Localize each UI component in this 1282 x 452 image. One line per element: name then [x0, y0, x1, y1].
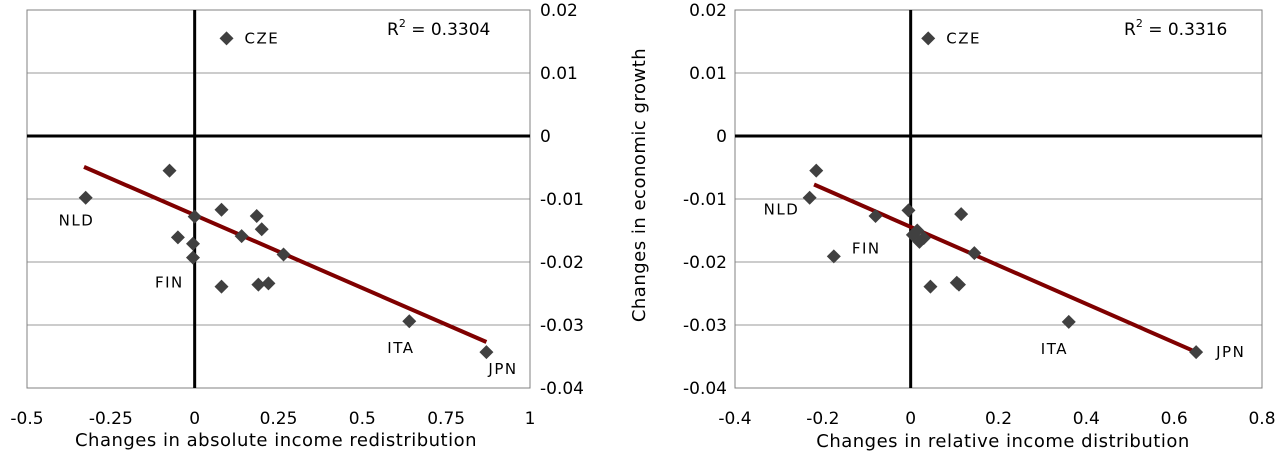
x-tick-label: 0.75: [427, 409, 465, 429]
data-point: [954, 207, 969, 222]
data-point: [921, 31, 936, 46]
data-point: [910, 223, 925, 238]
y-tick-label: -0.02: [683, 253, 727, 273]
chart-panel-1: -0.5 -0.25 0 0.25 0.5 0.75 1-0.04 -0.03 -0.02 -0.…: [10, 1, 650, 451]
point-label: NLD: [59, 212, 95, 230]
data-point: [402, 314, 417, 329]
y-axis-title: Changes in economic growth: [629, 48, 650, 322]
data-point: [214, 279, 229, 294]
x-tick-label: 0.5: [349, 409, 376, 429]
data-point: [234, 229, 249, 244]
data-point: [162, 163, 177, 178]
data-point: [276, 247, 291, 262]
x-tick-label: -0.4: [718, 409, 751, 429]
x-tick-label: 0: [189, 409, 200, 429]
x-tick-label: -0.25: [89, 409, 133, 429]
chart-panel-2: -0.4 -0.2 0 0.2 0.4 0.6 0.8 -0.04 -0.03 -0.02 -0.0…: [683, 1, 1276, 452]
x-tick-label: 0.2: [985, 409, 1012, 429]
x-tick-label: -0.2: [806, 409, 839, 429]
y-tick-label: -0.03: [683, 316, 727, 336]
data-point: [170, 230, 185, 245]
data-point: [1061, 314, 1076, 329]
data-point: [802, 190, 817, 205]
y-tick-label: -0.01: [683, 190, 727, 210]
y-tick-label: 0.01: [689, 64, 727, 84]
point-label: ITA: [1041, 340, 1068, 358]
data-point: [78, 190, 93, 205]
x-tick-label: -0.5: [10, 409, 43, 429]
point-label: NLD: [764, 201, 800, 219]
data-point: [187, 209, 202, 224]
y-tick-label: 0: [540, 127, 551, 147]
x-axis-title: Changes in absolute income redistributio…: [75, 430, 477, 451]
point-label: FIN: [155, 274, 184, 292]
point-label: JPN: [487, 360, 517, 378]
x-tick-label: 0.4: [1073, 409, 1100, 429]
x-tick-label: 0: [905, 409, 916, 429]
point-label: FIN: [852, 239, 881, 257]
data-point: [1189, 345, 1204, 360]
x-tick-label: 0.25: [260, 409, 298, 429]
r-squared-label: R2 = 0.3316: [1124, 17, 1227, 40]
x-axis-title: Changes in relative income distribution: [816, 431, 1190, 452]
y-tick-label: -0.01: [540, 190, 584, 210]
data-point: [254, 222, 269, 237]
data-point: [214, 202, 229, 217]
data-point: [261, 276, 276, 291]
x-tick-label: 0.8: [1248, 409, 1275, 429]
r-squared-label: R2 = 0.3304: [387, 17, 490, 40]
plot-frame: [734, 9, 1263, 389]
y-tick-label: 0: [716, 127, 727, 147]
data-point: [901, 203, 916, 218]
plot-frame: [26, 9, 531, 389]
data-point: [967, 246, 982, 261]
data-point: [219, 31, 234, 46]
x-tick-label: 0.6: [1161, 409, 1188, 429]
data-point: [923, 279, 938, 294]
data-point: [951, 277, 966, 292]
y-tick-label: -0.04: [540, 379, 584, 399]
data-point: [479, 345, 494, 360]
y-tick-label: -0.02: [540, 253, 584, 273]
data-point: [868, 209, 883, 224]
point-label: CZE: [245, 29, 280, 47]
y-tick-label: 0.02: [689, 1, 727, 21]
data-point: [251, 277, 266, 292]
point-label: ITA: [387, 339, 414, 357]
data-point: [249, 209, 264, 224]
data-point: [916, 231, 931, 246]
y-tick-label: 0.02: [540, 1, 578, 21]
point-label: JPN: [1215, 343, 1245, 361]
y-tick-label: 0.01: [540, 64, 578, 84]
data-point: [809, 163, 824, 178]
data-point: [185, 250, 200, 265]
trendline: [813, 182, 1197, 354]
y-tick-label: -0.03: [540, 316, 584, 336]
data-point: [826, 249, 841, 264]
x-tick-label: 1: [525, 409, 536, 429]
point-label: CZE: [946, 29, 981, 47]
data-point: [185, 236, 200, 251]
y-tick-label: -0.04: [683, 379, 727, 399]
